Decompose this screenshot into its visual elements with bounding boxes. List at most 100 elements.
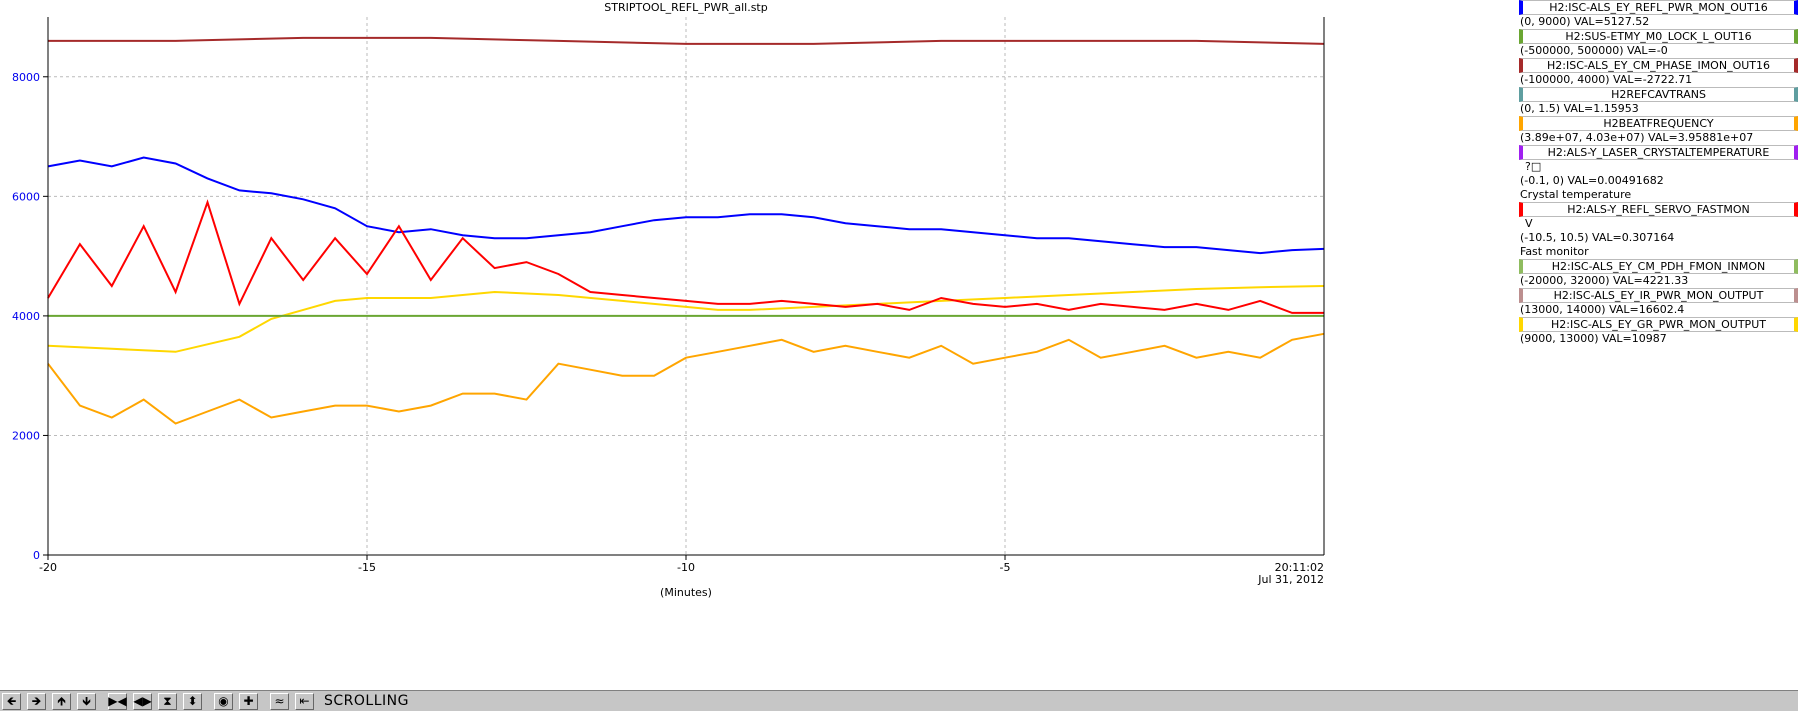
legend-range: (13000, 14000) bbox=[1520, 303, 1606, 316]
status-text: SCROLLING bbox=[324, 693, 409, 709]
toolbar: 🡸 🡺 🡹 🡻 ▶◀ ◀▶ ⧗ ⬍ ◉ ✚ ≈ ⇤ SCROLLING bbox=[0, 690, 1798, 711]
legend-value: VAL=0.00491682 bbox=[1567, 174, 1664, 187]
y-tick-label: 2000 bbox=[12, 429, 40, 442]
y-tick-label: 6000 bbox=[12, 190, 40, 203]
legend-range: (0, 9000) bbox=[1520, 15, 1571, 28]
zoom-out-y-button[interactable]: ⬍ bbox=[183, 692, 202, 710]
toolbar-buttons: 🡸 🡺 🡹 🡻 ▶◀ ◀▶ ⧗ ⬍ ◉ ✚ ≈ ⇤ bbox=[2, 692, 320, 710]
legend-range-value: (-0.1, 0) VAL=0.00491682 bbox=[1519, 174, 1798, 188]
legend-signal-name[interactable]: H2:ISC-ALS_EY_CM_PDH_FMON_INMON bbox=[1519, 259, 1798, 274]
legend-signal-name[interactable]: H2:ALS-Y_REFL_SERVO_FASTMON bbox=[1519, 202, 1798, 217]
refresh-button[interactable]: ⇤ bbox=[295, 692, 314, 710]
legend-entry[interactable]: H2:ALS-Y_LASER_CRYSTALTEMPERATURE ?□ (-0.1… bbox=[1519, 145, 1798, 202]
arrow-right-button[interactable]: 🡺 bbox=[27, 692, 46, 710]
date-label: Jul 31, 2012 bbox=[1257, 573, 1324, 586]
legend-range: (-10.5, 10.5) bbox=[1520, 231, 1589, 244]
legend-entry[interactable]: H2:ISC-ALS_EY_IR_PWR_MON_OUTPUT (13000, 1… bbox=[1519, 288, 1798, 317]
legend-signal-name[interactable]: H2:ISC-ALS_EY_CM_PHASE_IMON_OUT16 bbox=[1519, 58, 1798, 73]
legend-range: (-500000, 500000) bbox=[1520, 44, 1624, 57]
x-tick-label: -5 bbox=[1000, 561, 1011, 574]
legend-entry[interactable]: H2:ISC-ALS_EY_GR_PWR_MON_OUTPUT (9000, 13… bbox=[1519, 317, 1798, 346]
tick-labels: -20 -15 -10 -5 0 2000 4000 6000 8000 bbox=[12, 71, 1010, 574]
plot-background bbox=[48, 17, 1324, 555]
series-group bbox=[47, 36, 1325, 425]
refresh-icon: ⇤ bbox=[299, 694, 310, 708]
y-tick-label: 8000 bbox=[12, 71, 40, 84]
legend-range-value: (0, 1.5) VAL=1.15953 bbox=[1519, 102, 1798, 116]
legend-signal-name[interactable]: H2BEATFREQUENCY bbox=[1519, 116, 1798, 131]
legend-range-value: (-10.5, 10.5) VAL=0.307164 bbox=[1519, 231, 1798, 245]
legend-range-value: (3.89e+07, 4.03e+07) VAL=3.95881e+07 bbox=[1519, 131, 1798, 145]
zoom-out-x-icon: ◀▶ bbox=[133, 694, 152, 708]
time-label: 20:11:02 bbox=[1275, 561, 1324, 574]
legend-signal-name[interactable]: H2:ISC-ALS_EY_REFL_PWR_MON_OUT16 bbox=[1519, 0, 1798, 15]
arrow-right-icon: 🡺 bbox=[31, 694, 42, 708]
legend-signal-name[interactable]: H2:ISC-ALS_EY_GR_PWR_MON_OUTPUT bbox=[1519, 317, 1798, 332]
series-line-1 bbox=[47, 285, 1325, 353]
series-line-2 bbox=[47, 199, 1324, 314]
legend-range-value: (9000, 13000) VAL=10987 bbox=[1519, 332, 1798, 346]
legend-signal-name[interactable]: H2REFCAVTRANS bbox=[1519, 87, 1798, 102]
chart-title: STRIPTOOL_REFL_PWR_all.stp bbox=[604, 1, 767, 14]
zoom-in-x-icon: ▶◀ bbox=[108, 694, 127, 708]
arrow-left-button[interactable]: 🡸 bbox=[2, 692, 21, 710]
plot-area[interactable]: -20 -15 -10 -5 0 2000 4000 6000 8000 STRIPTOOL_R… bbox=[0, 0, 1516, 690]
legend-range-value: (13000, 14000) VAL=16602.4 bbox=[1519, 303, 1798, 317]
zoom-in-y-icon: ⧗ bbox=[163, 694, 172, 708]
x-axis-label: (Minutes) bbox=[660, 586, 712, 599]
arrow-up-button[interactable]: 🡹 bbox=[52, 692, 71, 710]
legend-signal-name[interactable]: H2:ALS-Y_LASER_CRYSTALTEMPERATURE bbox=[1519, 145, 1798, 160]
series-line-3 bbox=[47, 332, 1325, 425]
legend-value: VAL=1.15953 bbox=[1563, 102, 1639, 115]
legend-description: Fast monitor bbox=[1520, 245, 1589, 258]
zoom-out-x-button[interactable]: ◀▶ bbox=[133, 692, 152, 710]
legend-description: Crystal temperature bbox=[1520, 188, 1632, 201]
legend-entry[interactable]: H2BEATFREQUENCY (3.89e+07, 4.03e+07) VAL=… bbox=[1519, 116, 1798, 145]
x-tick-label: -10 bbox=[677, 561, 695, 574]
auto-scale-icon: ≈ bbox=[274, 694, 285, 708]
legend-value: VAL=16602.4 bbox=[1609, 303, 1685, 316]
arrow-up-icon: 🡹 bbox=[57, 694, 66, 708]
strip-chart[interactable]: -20 -15 -10 -5 0 2000 4000 6000 8000 STRIPTOOL_R… bbox=[0, 0, 1516, 690]
series-line-0 bbox=[47, 156, 1325, 255]
legend-range: (3.89e+07, 4.03e+07) bbox=[1520, 131, 1645, 144]
x-tick-label: -15 bbox=[358, 561, 376, 574]
zoom-in-x-button[interactable]: ▶◀ bbox=[108, 692, 127, 710]
legend-signal-name[interactable]: H2:ISC-ALS_EY_IR_PWR_MON_OUTPUT bbox=[1519, 288, 1798, 303]
auto-scale-button[interactable]: ≈ bbox=[270, 692, 289, 710]
legend-value: VAL=4221.33 bbox=[1613, 274, 1689, 287]
legend-entry[interactable]: H2:ISC-ALS_EY_REFL_PWR_MON_OUT16 (0, 9000… bbox=[1519, 0, 1798, 29]
legend-entry[interactable]: H2REFCAVTRANS (0, 1.5) VAL=1.15953 bbox=[1519, 87, 1798, 116]
y-tick-label: 4000 bbox=[12, 310, 40, 323]
legend-range: (9000, 13000) bbox=[1520, 332, 1599, 345]
legend-range-value: (0, 9000) VAL=5127.52 bbox=[1519, 15, 1798, 29]
zoom-out-y-icon: ⬍ bbox=[187, 694, 198, 708]
legend-range: (-20000, 32000) bbox=[1520, 274, 1610, 287]
record-button[interactable]: ◉ bbox=[214, 692, 233, 710]
legend-units: V bbox=[1525, 217, 1533, 230]
record-icon: ◉ bbox=[218, 694, 229, 708]
legend-range-value: (-500000, 500000) VAL=-0 bbox=[1519, 44, 1798, 58]
legend-range-value: (-20000, 32000) VAL=4221.33 bbox=[1519, 274, 1798, 288]
arrow-left-icon: 🡸 bbox=[6, 694, 17, 708]
legend-value: VAL=-2722.71 bbox=[1613, 73, 1693, 86]
crosshair-icon: ✚ bbox=[243, 694, 254, 708]
series-line-4 bbox=[48, 36, 1325, 45]
legend-entry[interactable]: H2:ISC-ALS_EY_CM_PDH_FMON_INMON (-20000, … bbox=[1519, 259, 1798, 288]
crosshair-button[interactable]: ✚ bbox=[239, 692, 258, 710]
legend-range: (-100000, 4000) bbox=[1520, 73, 1610, 86]
y-tick-label: 0 bbox=[33, 549, 40, 562]
legend-value: VAL=10987 bbox=[1602, 332, 1667, 345]
legend-value: VAL=5127.52 bbox=[1574, 15, 1650, 28]
zoom-in-y-button[interactable]: ⧗ bbox=[158, 692, 177, 710]
arrow-down-button[interactable]: 🡻 bbox=[77, 692, 96, 710]
arrow-down-icon: 🡻 bbox=[82, 694, 91, 708]
legend-entry[interactable]: H2:SUS-ETMY_M0_LOCK_L_OUT16 (-500000, 500… bbox=[1519, 29, 1798, 58]
legend-entry[interactable]: H2:ISC-ALS_EY_CM_PHASE_IMON_OUT16 (-10000… bbox=[1519, 58, 1798, 87]
legend-value: VAL=3.95881e+07 bbox=[1648, 131, 1754, 144]
legend-value: VAL=0.307164 bbox=[1592, 231, 1675, 244]
legend-value: VAL=-0 bbox=[1627, 44, 1668, 57]
legend-entry[interactable]: H2:ALS-Y_REFL_SERVO_FASTMON V (-10.5, 10.5… bbox=[1519, 202, 1798, 259]
legend-panel: H2:ISC-ALS_EY_REFL_PWR_MON_OUT16 (0, 9000… bbox=[1519, 0, 1798, 690]
legend-signal-name[interactable]: H2:SUS-ETMY_M0_LOCK_L_OUT16 bbox=[1519, 29, 1798, 44]
